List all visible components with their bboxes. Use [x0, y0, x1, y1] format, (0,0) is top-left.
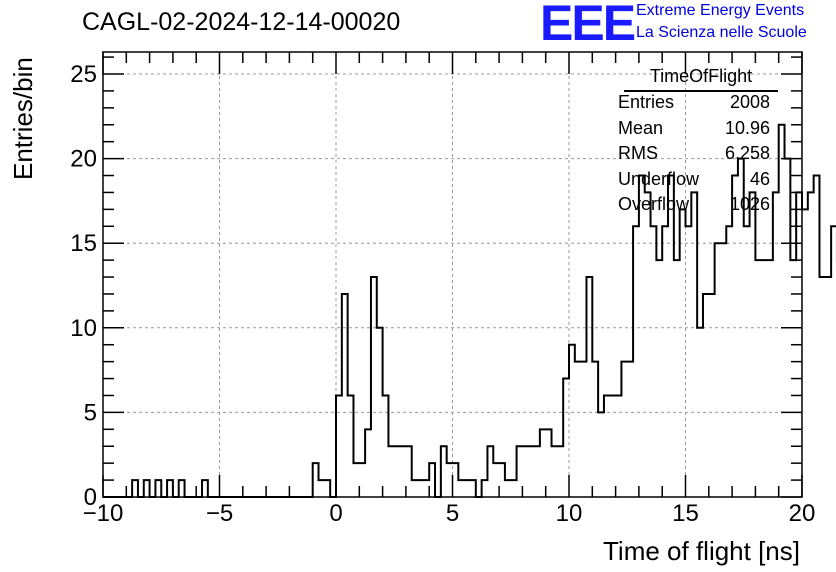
eee-logo: EEE [540, 0, 636, 51]
axis-ticks [102, 52, 803, 498]
x-axis-label: Time of flight [ns] [603, 536, 800, 566]
y-tick-label: 25 [70, 61, 97, 88]
logo-line-2: La Scienza nelle Scuole [636, 24, 807, 41]
chart-title: CAGL-02-2024-12-14-00020 [82, 8, 401, 36]
stats-label: RMS [618, 143, 658, 163]
stats-label: Underflow [618, 168, 700, 189]
stats-value: 46 [749, 168, 770, 189]
stats-title: TimeOfFlight [624, 66, 778, 92]
stats-label: Mean [618, 117, 664, 138]
x-tick-label: 0 [329, 500, 342, 527]
histogram-series [103, 123, 836, 498]
y-axis-label: Entries/bin [8, 57, 38, 180]
stats-row-overflow: Overflow 1026 [610, 194, 778, 220]
stats-value: 6.258 [724, 143, 770, 163]
stats-box: TimeOfFlight Entries 2008 Mean 10.96 RMS… [610, 66, 778, 220]
y-tick-label: 10 [70, 315, 97, 342]
grid-lines [103, 52, 802, 497]
y-tick-label: 5 [84, 399, 97, 426]
stats-row-rms: RMS 6.258 [610, 143, 778, 169]
x-tick-label: −10 [83, 500, 124, 527]
x-tick-label: 10 [556, 500, 583, 527]
stats-row-mean: Mean 10.96 [610, 118, 778, 144]
stats-row-entries: Entries 2008 [610, 92, 778, 118]
stats-label: Overflow [618, 194, 690, 214]
stats-value: 1026 [729, 194, 770, 214]
logo-line-1: Extreme Energy Events [636, 2, 805, 19]
y-tick-label: 15 [70, 230, 97, 257]
x-tick-label: 15 [672, 500, 699, 527]
stats-value: 10.96 [724, 117, 770, 138]
x-tick-label: 20 [789, 500, 816, 527]
stats-label: Entries [618, 92, 675, 112]
axis-tick-labels: −10 −5 0 5 10 15 20 0 5 10 15 20 25 [70, 61, 815, 527]
y-tick-label: 0 [84, 484, 97, 511]
x-tick-label: 5 [446, 500, 459, 527]
y-tick-label: 20 [70, 146, 97, 173]
stats-row-underflow: Underflow 46 [610, 169, 778, 195]
stats-value: 2008 [729, 92, 770, 112]
x-tick-label: −5 [206, 500, 233, 527]
